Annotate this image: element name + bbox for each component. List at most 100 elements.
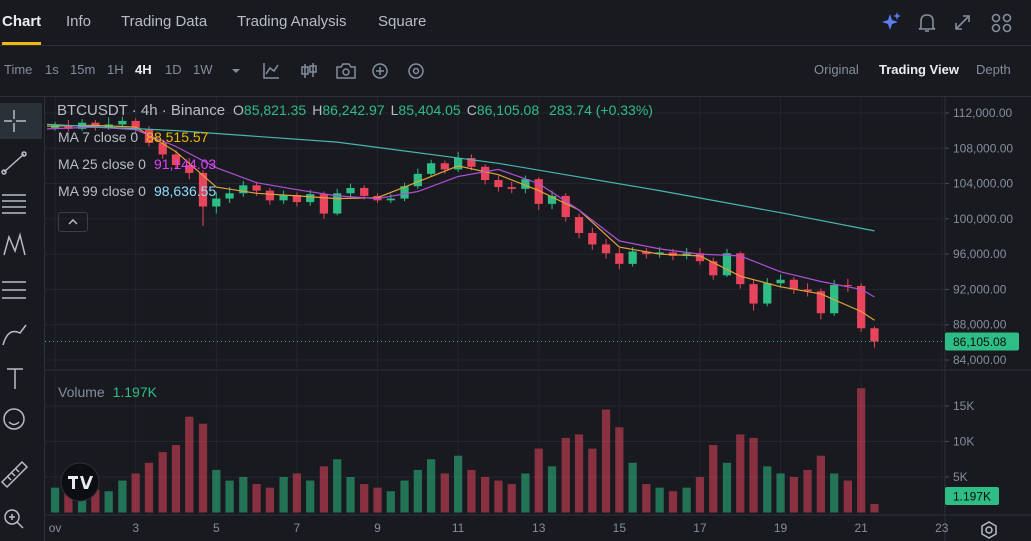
x-tick-label: 17 — [693, 521, 707, 535]
volume-bar — [346, 476, 355, 513]
bell-icon[interactable] — [918, 14, 936, 32]
ruler-tool[interactable] — [0, 460, 29, 489]
volume-bar — [870, 504, 879, 513]
text-tool[interactable] — [7, 368, 23, 389]
add-cross — [376, 67, 384, 75]
volume-bar — [453, 455, 463, 513]
expand-icon[interactable] — [955, 15, 970, 30]
volume-bar — [695, 476, 705, 513]
x-tick-label: ov — [49, 521, 62, 535]
ai-icon[interactable] — [882, 12, 901, 30]
candle-body — [239, 185, 248, 194]
view-option[interactable]: Trading View — [879, 62, 959, 77]
x-tick-label: 11 — [452, 521, 465, 535]
interval[interactable]: 15m — [70, 62, 96, 77]
volume-tag — [945, 487, 999, 506]
candle-body — [682, 253, 691, 256]
emoji-tool[interactable] — [3, 408, 25, 430]
candle-body — [534, 179, 543, 204]
ma-value: 91,144.03 — [153, 156, 217, 172]
line-end — [21, 151, 27, 157]
volume-bar — [440, 473, 449, 513]
candle-icon[interactable] — [301, 63, 317, 78]
volume-bar — [547, 466, 557, 513]
candle-body — [386, 198, 395, 201]
chart-header: BTCUSDT · 4h · Binance O85,821.35 H86,242… — [57, 102, 653, 119]
pattern-tool[interactable] — [3, 232, 26, 256]
interval[interactable]: 1W — [193, 62, 213, 77]
ma-line — [46, 123, 875, 232]
layout-icon[interactable] — [991, 13, 1012, 33]
y-tick-label: 84,000.00 — [953, 353, 1007, 367]
candle-body — [642, 251, 651, 255]
volume-bar — [507, 484, 516, 513]
add-icon[interactable] — [372, 63, 388, 79]
candle-body — [655, 252, 664, 255]
interval[interactable]: Time — [4, 62, 33, 77]
volume-bar — [77, 492, 87, 513]
x-tick-label: 21 — [854, 521, 868, 535]
interval[interactable]: 4H — [135, 62, 152, 77]
volume-tick-label: 10K — [953, 434, 974, 448]
volume-bar — [615, 427, 624, 513]
tool-icons — [0, 103, 42, 529]
volume-bar — [601, 409, 611, 513]
volume-bar — [413, 469, 422, 513]
logo[interactable] — [60, 462, 100, 502]
view-option[interactable]: Original — [814, 62, 859, 77]
x-tick-label: 7 — [294, 521, 301, 535]
volume-bar — [185, 416, 194, 513]
volume-bar — [131, 473, 140, 513]
volume-legend: Volume 1.197K — [58, 384, 157, 400]
interval[interactable]: 1H — [107, 62, 124, 77]
volume-bar — [763, 466, 772, 513]
candle-body — [440, 163, 449, 170]
view-option[interactable]: Depth — [976, 62, 1011, 77]
nav-tab[interactable]: Info — [66, 13, 92, 30]
prediction-tool[interactable] — [2, 281, 26, 299]
volume-bar — [279, 476, 288, 513]
ohlc-key: O — [233, 102, 244, 118]
zoom-tool[interactable] — [4, 509, 20, 525]
interval[interactable]: 1s — [45, 62, 59, 77]
ma-line — [46, 126, 875, 298]
crosshair-tool[interactable] — [4, 110, 26, 132]
volume-bar — [426, 459, 436, 513]
x-tick-label: 9 — [374, 521, 381, 535]
volume-bar — [588, 448, 597, 513]
volume-bar — [857, 388, 866, 513]
candle-body — [426, 163, 436, 174]
x-tick-label: 3 — [132, 521, 139, 535]
candle-body — [763, 283, 772, 304]
ma-value: 88,515.57 — [146, 129, 209, 145]
ohlc-key: C — [466, 102, 477, 118]
collapse-button[interactable] — [58, 212, 88, 232]
candle-body — [413, 173, 422, 187]
nav-tab[interactable]: Trading Data — [121, 13, 208, 30]
camera-icon[interactable] — [336, 63, 356, 79]
indicator-icon[interactable] — [263, 63, 279, 79]
fib-tool[interactable] — [2, 194, 26, 214]
candle-body — [171, 154, 181, 166]
change: 283.74 (+0.33%) — [549, 102, 653, 118]
nav-tab[interactable]: Trading Analysis — [237, 13, 347, 30]
candle-body — [615, 253, 624, 264]
ma-name: MA 7 close 0 — [58, 129, 139, 145]
y-tick-label: 92,000.00 — [953, 282, 1007, 296]
settings-gear[interactable] — [978, 520, 1000, 540]
volume-bar — [843, 480, 852, 513]
settings-icon[interactable] — [408, 63, 424, 79]
candle-body — [467, 157, 476, 167]
brush-tool[interactable] — [2, 324, 27, 346]
nav-tab[interactable]: Chart — [2, 13, 42, 45]
candle-body — [776, 279, 785, 284]
line-tool[interactable] — [3, 153, 25, 173]
candle-body — [64, 125, 73, 129]
dropdown-icon[interactable] — [232, 69, 240, 73]
interval[interactable]: 1D — [165, 62, 182, 77]
volume-bar — [91, 489, 100, 513]
ma-legend-row: MA 25 close 0 91,144.03 — [58, 156, 216, 172]
candle-body — [857, 285, 866, 329]
nav-tab[interactable]: Square — [378, 13, 427, 30]
volume-bar — [574, 434, 584, 513]
